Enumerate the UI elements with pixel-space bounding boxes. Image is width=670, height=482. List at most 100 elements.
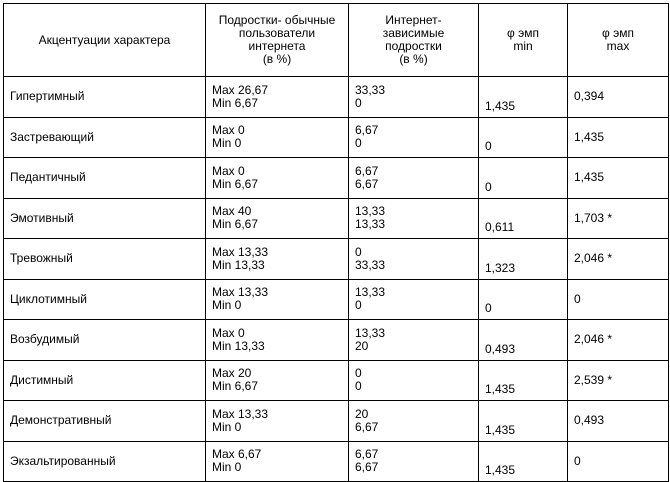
table-row: Демонстративный Max 13,33 Min 0 20 6,67 1,435… [3, 400, 669, 442]
dependent-value: 6,67 [355, 447, 379, 462]
dependent-values: 0 33,33 [348, 238, 479, 280]
header-ordinary-users: Подростки- обычные пользователи интернета(… [205, 3, 349, 77]
phi-max: 2,046 * [567, 238, 669, 280]
ordinary-values: Max 0 Min 0 [205, 116, 349, 158]
header-line: φ эмп [507, 26, 539, 40]
header-line: (в %) [399, 52, 428, 66]
dependent-value: 6,67 [355, 419, 379, 434]
dependent-values: 13,33 13,33 [348, 197, 479, 239]
dependent-value: 20 [355, 338, 369, 353]
dependent-value: 0 [355, 298, 362, 313]
table-row: Возбудимый Max 0 Min 13,33 13,33 20 0,493 2,04… [3, 319, 669, 361]
dependent-values: 13,33 20 [348, 319, 479, 361]
ordinary-values: Max 26,67 Min 6,67 [205, 76, 349, 118]
dependent-value: 13,33 [355, 217, 386, 232]
phi-max: 2,539 * [567, 359, 669, 401]
ordinary-value: Max 0 [212, 163, 245, 178]
dependent-value: 6,67 [355, 163, 379, 178]
ordinary-value: Max 13,33 [212, 244, 269, 259]
header-line: подростки [385, 39, 442, 53]
ordinary-values: Max 0 Min 6,67 [205, 157, 349, 199]
phi-min: 1,435 [478, 76, 568, 118]
header-line: Подростки- обычные [218, 13, 336, 27]
phi-min: 0 [478, 116, 568, 158]
ordinary-values: Max 13,33 Min 13,33 [205, 238, 349, 280]
table-row: Застревающий Max 0 Min 0 6,67 0 0 1,435 [3, 116, 669, 158]
header-dependent-teens: Интернет-зависимые подростки (в %) [348, 3, 479, 77]
ordinary-value: Max 13,33 [212, 285, 269, 300]
ordinary-values: Max 20 Min 6,67 [205, 359, 349, 401]
phi-min: 0,611 [478, 197, 568, 239]
header-row: Акцентуации характера Подростки- обычные п… [3, 3, 669, 77]
ordinary-value: Max 40 [212, 204, 252, 219]
phi-max: 1,703 * [567, 197, 669, 239]
ordinary-value: Max 0 [212, 325, 245, 340]
table-row: Педантичный Max 0 Min 6,67 6,67 6,67 0 1,435 [3, 157, 669, 199]
dependent-values: 6,67 0 [348, 116, 479, 158]
accentuation-name: Циклотимный [3, 278, 206, 320]
header-line: max [606, 39, 630, 53]
ordinary-value: Min 6,67 [212, 217, 259, 232]
phi-max: 2,046 * [567, 319, 669, 361]
dependent-values: 20 6,67 [348, 400, 479, 442]
ordinary-values: Max 6,67 Min 0 [205, 440, 349, 482]
header-line: φ эмп [602, 26, 634, 40]
dependent-value: 0 [355, 379, 362, 394]
ordinary-value: Min 6,67 [212, 95, 259, 110]
accentuation-name: Гипертимный [3, 76, 206, 118]
accentuation-table: Акцентуации характера Подростки- обычные п… [3, 3, 669, 482]
ordinary-value: Max 20 [212, 366, 252, 381]
header-line: пользователи [238, 26, 316, 40]
dependent-values: 33,33 0 [348, 76, 479, 118]
ordinary-value: Min 6,67 [212, 176, 259, 191]
dependent-value: 13,33 [355, 285, 386, 300]
phi-max: 1,435 [567, 116, 669, 158]
header-accentuation: Акцентуации характера [3, 3, 206, 77]
ordinary-value: Max 6,67 [212, 447, 262, 462]
accentuation-name: Дистимный [3, 359, 206, 401]
header-line: зависимые [382, 26, 445, 40]
dependent-value: 0 [355, 244, 362, 259]
phi-min: 1,323 [478, 238, 568, 280]
phi-min: 0 [478, 157, 568, 199]
ordinary-value: Max 26,67 [212, 82, 269, 97]
accentuation-name: Тревожный [3, 238, 206, 280]
dependent-values: 6,67 6,67 [348, 440, 479, 482]
accentuation-name: Экзальтированный [3, 440, 206, 482]
phi-max: 1,435 [567, 157, 669, 199]
dependent-values: 13,33 0 [348, 278, 479, 320]
ordinary-value: Min 6,67 [212, 379, 259, 394]
dependent-value: 13,33 [355, 325, 386, 340]
accentuation-name: Демонстративный [3, 400, 206, 442]
table-row: Эмотивный Max 40 Min 6,67 13,33 13,33 0,611 1,… [3, 197, 669, 239]
table-row: Тревожный Max 13,33 Min 13,33 0 33,33 1,323 2,… [3, 238, 669, 280]
table-row: Дистимный Max 20 Min 6,67 0 0 1,435 2,539 * [3, 359, 669, 401]
dependent-value: 33,33 [355, 257, 386, 272]
header-line: min [513, 39, 533, 53]
phi-min: 1,435 [478, 400, 568, 442]
ordinary-values: Max 0 Min 13,33 [205, 319, 349, 361]
table-row: Экзальтированный Max 6,67 Min 0 6,67 6,67 1,4… [3, 440, 669, 482]
header-line: Интернет- [385, 13, 442, 27]
phi-max: 0,493 [567, 400, 669, 442]
accentuation-name: Застревающий [3, 116, 206, 158]
ordinary-value: Min 13,33 [212, 338, 265, 353]
ordinary-value: Min 0 [212, 298, 242, 313]
phi-max: 0,394 [567, 76, 669, 118]
ordinary-value: Max 13,33 [212, 406, 269, 421]
phi-max: 0 [567, 278, 669, 320]
accentuation-name: Педантичный [3, 157, 206, 199]
header-line: Акцентуации характера [38, 32, 171, 47]
dependent-value: 6,67 [355, 176, 379, 191]
header-phi-max: φ эмп max [567, 3, 669, 77]
ordinary-value: Min 13,33 [212, 257, 265, 272]
ordinary-values: Max 13,33 Min 0 [205, 278, 349, 320]
header-phi-min: φ эмп min [478, 3, 568, 77]
accentuation-name: Возбудимый [3, 319, 206, 361]
phi-max: 0 [567, 440, 669, 482]
dependent-value: 6,67 [355, 123, 379, 138]
ordinary-values: Max 40 Min 6,67 [205, 197, 349, 239]
table-row: Циклотимный Max 13,33 Min 0 13,33 0 0 0 [3, 278, 669, 320]
phi-min: 1,435 [478, 440, 568, 482]
